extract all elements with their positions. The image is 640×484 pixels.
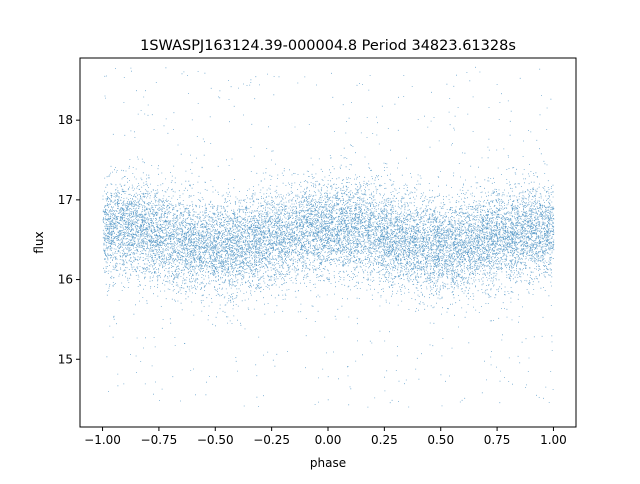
x-tick-label: −0.50 [197, 433, 234, 447]
x-tick-label: −1.00 [84, 433, 121, 447]
data-points [102, 66, 555, 408]
y-axis-label: flux [32, 231, 46, 253]
x-tick-label: 0.50 [427, 433, 454, 447]
chart-title: 1SWASPJ163124.39-000004.8 Period 34823.6… [140, 38, 516, 54]
x-tick-label: 0.75 [484, 433, 511, 447]
y-axis: 15 16 17 18 [58, 113, 80, 366]
x-axis: −1.00 −0.75 −0.50 −0.25 0.00 0.25 0.50 0.75 1.00 [84, 427, 567, 447]
y-tick-label: 18 [58, 113, 73, 127]
x-tick-label: 0.00 [315, 433, 342, 447]
scatter-points [102, 66, 555, 408]
x-axis-label: phase [310, 456, 346, 470]
x-tick-label: 0.25 [371, 433, 398, 447]
x-tick-label: −0.25 [253, 433, 290, 447]
y-tick-label: 16 [58, 273, 73, 287]
y-tick-label: 15 [58, 352, 73, 366]
x-tick-label: −0.75 [141, 433, 178, 447]
y-tick-label: 17 [58, 193, 73, 207]
x-tick-label: 1.00 [540, 433, 567, 447]
